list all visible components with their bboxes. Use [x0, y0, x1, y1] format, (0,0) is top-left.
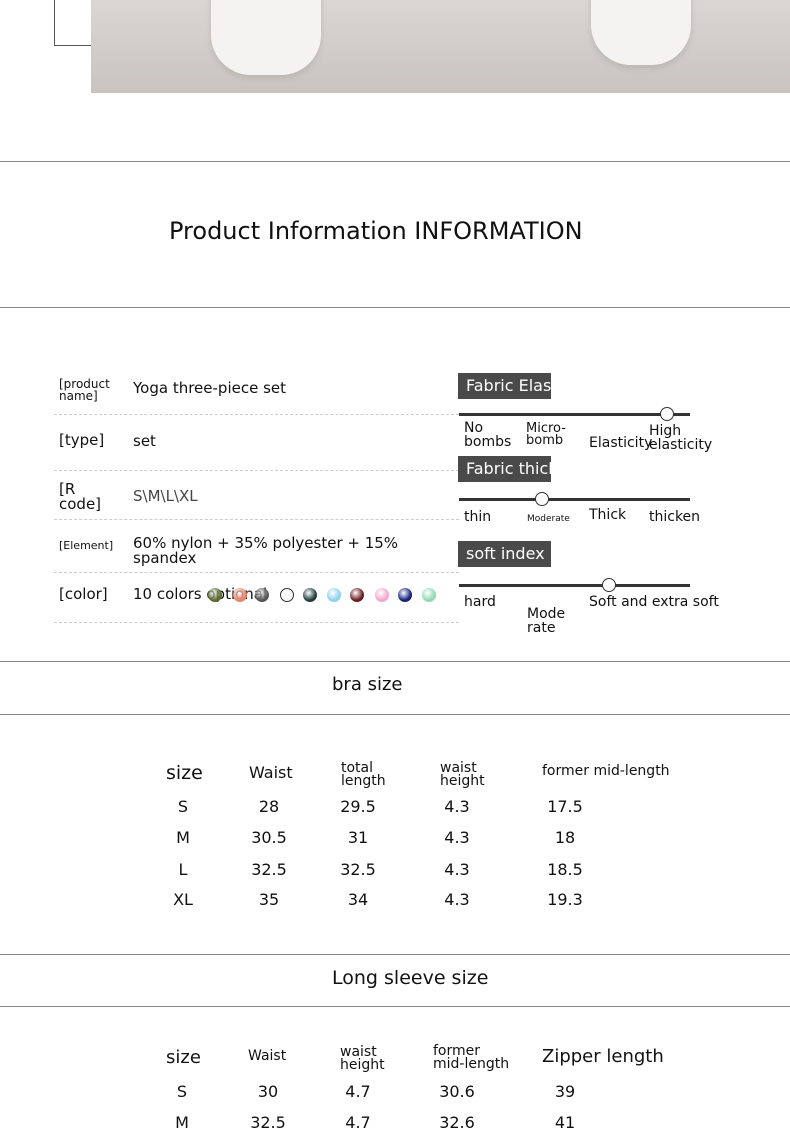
- index-label: Mode rate: [527, 606, 566, 636]
- info-label: [Element]: [59, 539, 114, 552]
- table-cell: 4.7: [345, 1113, 371, 1132]
- table-cell: 35: [258, 890, 280, 909]
- divider: [0, 661, 790, 662]
- slider-knob: [602, 578, 617, 592]
- table-cell: 18: [554, 828, 576, 847]
- info-value: set: [133, 432, 156, 450]
- table-cell: 4.3: [444, 890, 470, 909]
- table-header: Waist: [249, 763, 293, 782]
- table-cell: 4.3: [444, 828, 470, 847]
- index-label: High elasticity: [649, 423, 713, 453]
- color-swatch: [398, 588, 412, 602]
- divider: [0, 161, 790, 162]
- info-label: [type]: [59, 431, 105, 449]
- table-cell: 4.3: [444, 797, 470, 816]
- table-cell: 29.5: [340, 797, 376, 816]
- table-header: Zipper length: [542, 1046, 664, 1067]
- frame-outline: [54, 0, 91, 46]
- index-label: No bombs: [464, 420, 512, 450]
- index-label: Moderate: [527, 514, 570, 524]
- info-value: S\M\L\XL: [133, 487, 198, 505]
- table-cell: 32.5: [340, 860, 376, 879]
- table-cell: 18.5: [547, 860, 583, 879]
- color-swatch: [422, 588, 436, 602]
- index-slider: [459, 492, 690, 506]
- index-title: soft index: [458, 541, 551, 567]
- index-title: Fabric Elas: [458, 373, 551, 399]
- info-value: Yoga three-piece set: [133, 379, 287, 397]
- table-header: waist height: [340, 1044, 385, 1073]
- row-divider: [54, 572, 459, 573]
- table-header: former mid-length: [433, 1043, 510, 1072]
- index-label: hard: [464, 594, 496, 610]
- color-swatch: [327, 588, 341, 602]
- slider-knob: [659, 407, 674, 421]
- color-swatch: [208, 588, 222, 602]
- info-value: 60% nylon + 35% polyester + 15% spandex: [133, 534, 399, 567]
- color-swatch: [233, 588, 247, 602]
- table-header: total length: [341, 760, 386, 789]
- color-swatch: [375, 588, 389, 602]
- row-divider: [54, 519, 459, 520]
- table-cell: 30: [257, 1082, 279, 1101]
- long-sleeve-title: Long sleeve size: [332, 967, 489, 989]
- table-cell: 4.3: [444, 860, 470, 879]
- index-label: thicken: [649, 509, 701, 525]
- index-label: thin: [464, 509, 492, 525]
- table-cell: M: [176, 828, 190, 847]
- table-cell: 32.5: [251, 860, 287, 879]
- table-cell: 30.6: [439, 1082, 475, 1101]
- info-label: [color]: [59, 585, 108, 603]
- divider: [0, 307, 790, 308]
- row-divider: [54, 622, 459, 623]
- index-label: Micro-bomb: [526, 421, 566, 448]
- table-header: Waist: [248, 1048, 287, 1064]
- index-slider: [459, 578, 690, 592]
- color-swatch: [255, 588, 269, 602]
- row-divider: [54, 470, 459, 471]
- table-cell: 30.5: [251, 828, 287, 847]
- color-swatch: [303, 588, 317, 602]
- table-cell: 19.3: [547, 890, 583, 909]
- divider: [0, 1006, 790, 1007]
- color-swatch: [280, 588, 294, 602]
- divider: [0, 714, 790, 715]
- table-cell: 32.6: [439, 1113, 475, 1132]
- table-cell: 41: [554, 1113, 576, 1132]
- table-cell: 34: [347, 890, 369, 909]
- table-cell: M: [175, 1113, 189, 1132]
- table-cell: 39: [554, 1082, 576, 1101]
- product-photo: [91, 0, 790, 93]
- index-label: Thick: [589, 507, 627, 523]
- table-cell: S: [177, 797, 189, 816]
- page-title: Product Information INFORMATION: [169, 217, 583, 245]
- color-swatch: [350, 588, 364, 602]
- row-divider: [54, 414, 459, 415]
- table-header: size: [166, 762, 203, 784]
- slider-knob: [535, 492, 550, 506]
- table-cell: 28: [258, 797, 280, 816]
- table-header: size: [166, 1047, 201, 1068]
- table-cell: 31: [347, 828, 369, 847]
- table-cell: L: [178, 860, 188, 879]
- table-cell: S: [176, 1082, 188, 1101]
- table-cell: 17.5: [547, 797, 583, 816]
- table-cell: 4.7: [345, 1082, 371, 1101]
- table-header: former mid-length: [542, 763, 670, 779]
- bra-size-title: bra size: [332, 674, 403, 695]
- table-header: waist height: [440, 760, 485, 789]
- index-label: Soft and extra soft: [589, 594, 719, 610]
- index-slider: [459, 407, 690, 421]
- table-cell: 32.5: [250, 1113, 286, 1132]
- divider: [0, 954, 790, 955]
- index-title: Fabric thickn: [458, 456, 551, 482]
- info-label: [R code]: [59, 480, 102, 513]
- index-label: Elasticity: [589, 435, 653, 451]
- table-cell: XL: [173, 890, 193, 909]
- info-label: [product name]: [59, 377, 110, 403]
